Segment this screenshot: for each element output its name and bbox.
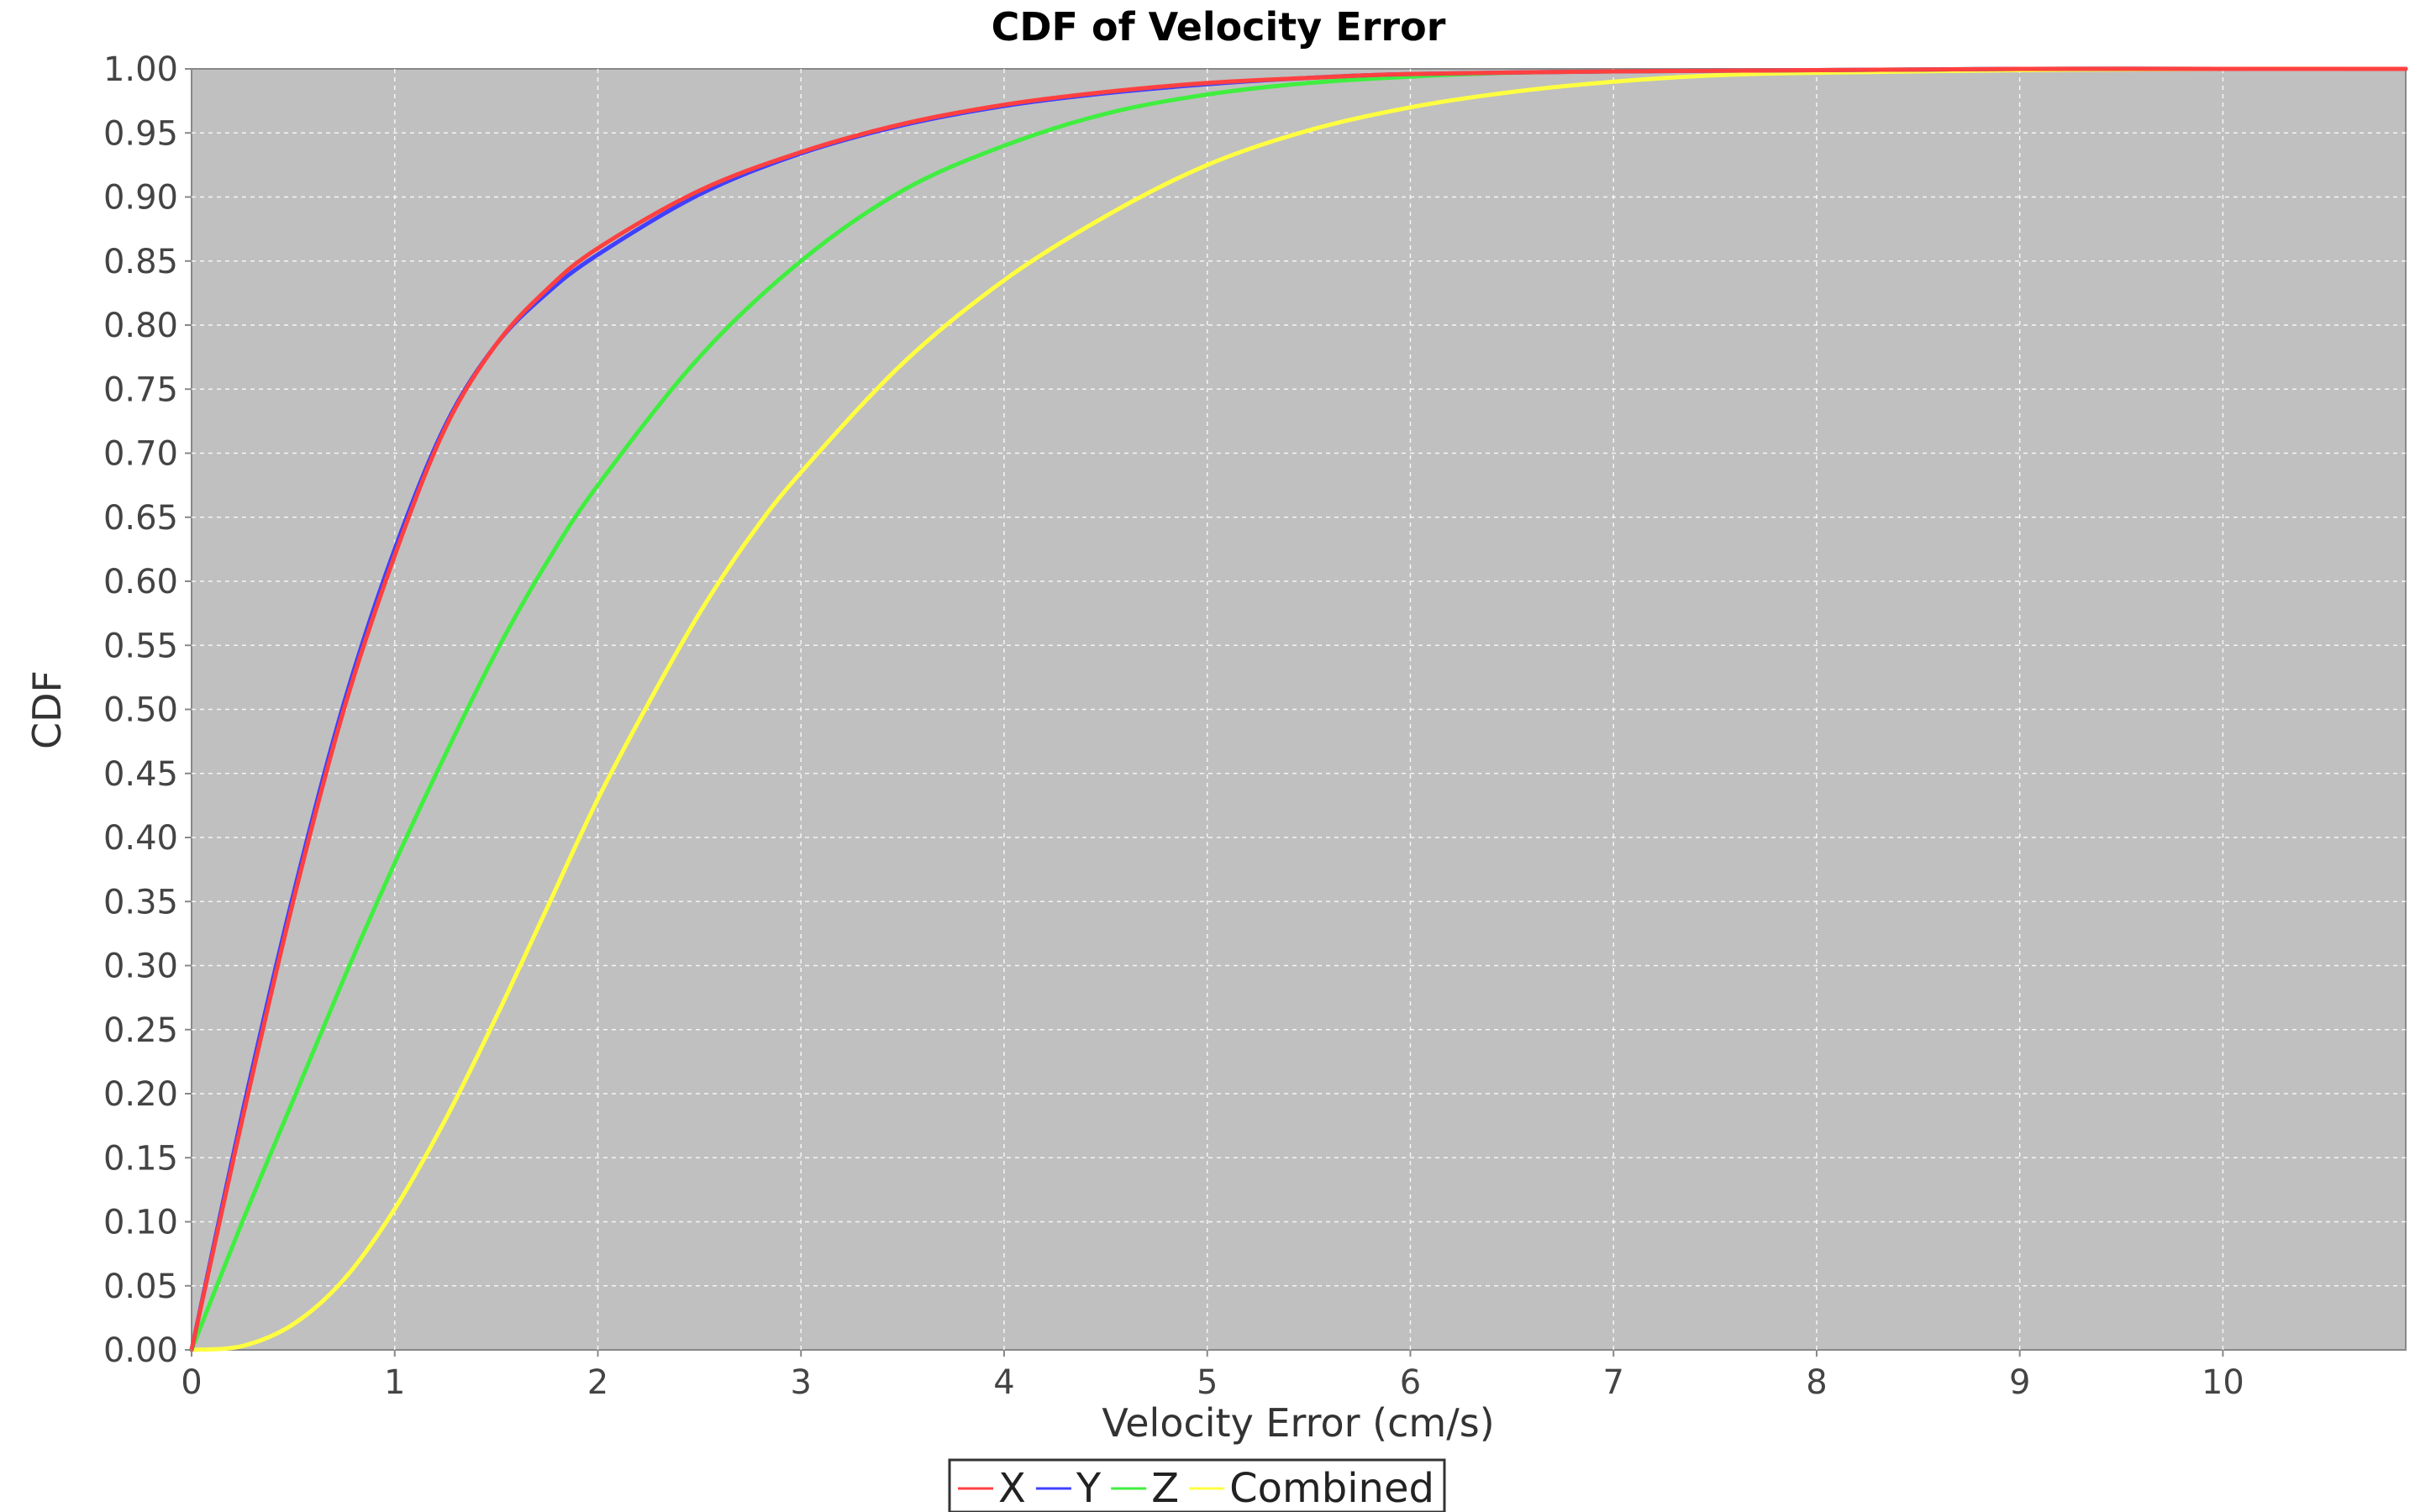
y-tick-label: 0.20 bbox=[103, 1075, 178, 1114]
x-axis-label: Velocity Error (cm/s) bbox=[1102, 1400, 1494, 1446]
y-tick-label: 0.45 bbox=[103, 755, 178, 794]
legend-label-z: Z bbox=[1151, 1465, 1179, 1512]
y-tick-label: 0.35 bbox=[103, 883, 178, 921]
y-axis: 0.00 0.05 0.10 0.15 0.20 0.25 0.30 0.35 0.40 0.45… bbox=[103, 50, 192, 1370]
y-tick-label: 0.15 bbox=[103, 1139, 178, 1178]
y-tick-label: 0.05 bbox=[103, 1268, 178, 1306]
x-tick-label: 0 bbox=[181, 1363, 202, 1402]
x-tick-label: 8 bbox=[1806, 1363, 1827, 1402]
x-tick-label: 4 bbox=[993, 1363, 1014, 1402]
y-axis-label: CDF bbox=[24, 670, 70, 749]
y-tick-label: 0.95 bbox=[103, 114, 178, 153]
y-tick-label: 0.50 bbox=[103, 691, 178, 730]
legend-label-y: Y bbox=[1076, 1465, 1102, 1512]
chart-title: CDF of Velocity Error bbox=[992, 4, 1446, 50]
y-tick-label: 0.00 bbox=[103, 1331, 178, 1370]
legend-label-x: X bbox=[998, 1465, 1026, 1512]
y-tick-label: 0.70 bbox=[103, 435, 178, 474]
series-line-combined bbox=[189, 66, 2408, 1352]
series-line-x bbox=[189, 66, 2408, 1352]
y-tick-label: 0.30 bbox=[103, 948, 178, 986]
y-tick-label: 0.25 bbox=[103, 1011, 178, 1050]
x-axis: 0 1 2 3 4 5 6 7 8 9 10 bbox=[181, 1350, 2244, 1402]
y-tick-label: 0.55 bbox=[103, 627, 178, 665]
legend-box bbox=[948, 1458, 1446, 1512]
y-tick-label: 0.90 bbox=[103, 179, 178, 218]
x-tick-label: 5 bbox=[1197, 1363, 1218, 1402]
legend: X Y Z Combined bbox=[948, 1458, 1446, 1512]
x-tick-label: 9 bbox=[2009, 1363, 2030, 1402]
x-tick-label: 1 bbox=[384, 1363, 405, 1402]
plot-area bbox=[191, 68, 2407, 1351]
y-tick-label: 1.00 bbox=[103, 50, 178, 89]
series-lines bbox=[189, 66, 2408, 1352]
x-tick-label: 2 bbox=[587, 1363, 608, 1402]
y-tick-label: 0.65 bbox=[103, 499, 178, 538]
y-tick-label: 0.85 bbox=[103, 243, 178, 281]
y-tick-label: 0.60 bbox=[103, 563, 178, 601]
x-tick-label: 10 bbox=[2202, 1363, 2244, 1402]
legend-label-combined: Combined bbox=[1229, 1465, 1434, 1512]
x-tick-label: 7 bbox=[1602, 1363, 1623, 1402]
y-tick-label: 0.80 bbox=[103, 307, 178, 345]
x-tick-label: 3 bbox=[791, 1363, 812, 1402]
y-tick-label: 0.75 bbox=[103, 370, 178, 409]
y-tick-label: 0.10 bbox=[103, 1204, 178, 1242]
x-tick-label: 6 bbox=[1400, 1363, 1421, 1402]
y-tick-label: 0.40 bbox=[103, 819, 178, 858]
